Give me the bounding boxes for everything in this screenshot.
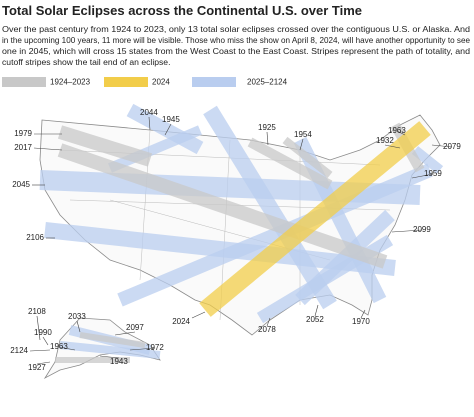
- eclipse-path: [59, 341, 161, 359]
- year-label: 2033: [68, 312, 86, 321]
- stripes: [39, 103, 444, 363]
- year-label: 1970: [352, 317, 370, 326]
- year-label: 2108: [28, 307, 46, 316]
- eclipse-path: [55, 357, 130, 363]
- year-label: 1954: [294, 130, 312, 139]
- labels: 2044194519251954197920171963193220791959…: [10, 108, 461, 372]
- legend-label: 2025–2124: [247, 78, 288, 87]
- leader-line: [36, 315, 41, 341]
- eclipse-path: [199, 121, 431, 317]
- year-label: 2078: [258, 325, 276, 334]
- leader-line: [76, 320, 81, 333]
- year-label: 2044: [140, 108, 158, 117]
- leader-line: [42, 336, 49, 346]
- year-label: 2052: [306, 315, 324, 324]
- legend-swatch: [104, 77, 148, 87]
- leader-line: [431, 144, 453, 148]
- year-label: 1972: [146, 343, 164, 352]
- year-label: 1932: [376, 136, 394, 145]
- year-label: 2099: [413, 225, 431, 234]
- title: Total Solar Eclipses across the Continen…: [2, 3, 362, 18]
- legend-swatch: [192, 77, 236, 87]
- leader-line: [266, 131, 269, 146]
- eclipse-path: [247, 137, 333, 190]
- legend-swatch: [2, 77, 46, 87]
- legend-label: 2024: [152, 78, 170, 87]
- year-label: 1963: [388, 126, 406, 135]
- leader-line: [129, 347, 156, 351]
- legend: 1924–2023 2024 2025–2124: [2, 77, 288, 87]
- leader-line: [411, 173, 434, 179]
- leader-line: [29, 349, 51, 352]
- year-label: 1945: [162, 115, 180, 124]
- description-line: Over the past century from 1924 to 2023,…: [2, 24, 470, 34]
- leader-line: [36, 361, 51, 365]
- leader-line: [148, 116, 151, 131]
- leader-line: [58, 346, 76, 351]
- description: Over the past century from 1924 to 2023,…: [2, 24, 470, 67]
- year-label: 2097: [126, 323, 144, 332]
- year-label: 1943: [110, 357, 128, 366]
- leader-line: [299, 138, 304, 151]
- us-outline: [39, 114, 441, 336]
- legend-label: 1924–2023: [50, 78, 91, 87]
- year-label: 2017: [14, 143, 32, 152]
- leader-line: [33, 147, 63, 151]
- description-line: cutoff stripes show the tail end of an e…: [2, 57, 170, 67]
- year-label: 2079: [443, 142, 461, 151]
- leader-line: [114, 331, 136, 336]
- eclipse-path: [79, 332, 146, 348]
- leader-line: [266, 317, 271, 327]
- leader-line: [360, 309, 366, 319]
- year-label: 1959: [424, 169, 442, 178]
- year-label: 2106: [26, 233, 44, 242]
- eclipse-path: [203, 105, 337, 310]
- description-line: one in 2045, which will cross 15 states …: [2, 46, 470, 56]
- eclipse-path: [117, 163, 433, 307]
- year-label: 1979: [14, 129, 32, 138]
- leader-line: [396, 130, 406, 136]
- leader-line: [191, 311, 206, 319]
- leader-line: [384, 144, 401, 149]
- leader-line: [164, 123, 172, 136]
- year-label: 2045: [12, 180, 30, 189]
- year-label: 1990: [34, 328, 52, 337]
- year-label: 1963: [50, 342, 68, 351]
- year-label: 2024: [172, 317, 190, 326]
- eclipse-path: [282, 136, 333, 179]
- leader-line: [99, 355, 120, 359]
- year-label: 2124: [10, 346, 28, 355]
- year-label: 1927: [28, 363, 46, 372]
- eclipse-path: [411, 146, 444, 174]
- eclipse-path: [57, 125, 153, 167]
- description-line: in the upcoming 100 years, 11 more will …: [2, 35, 470, 45]
- leader-line: [391, 229, 423, 233]
- year-label: 1925: [258, 123, 276, 132]
- leader-line: [314, 304, 319, 317]
